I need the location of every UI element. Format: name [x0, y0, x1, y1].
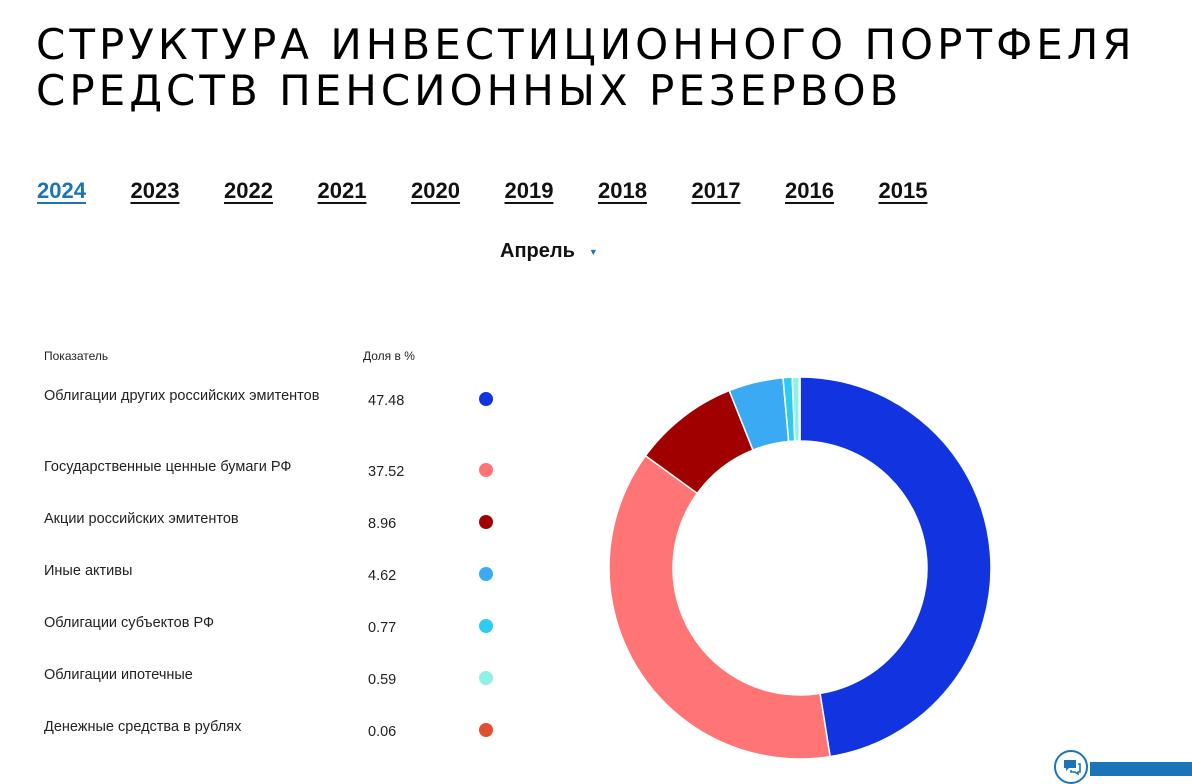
page-title-line1: СТРУКТУРА ИНВЕСТИЦИОННОГО ПОРТФЕЛЯ — [36, 20, 1136, 69]
donut-slice[interactable] — [799, 376, 992, 758]
row-value: 0.59 — [368, 672, 397, 688]
legend-dot — [479, 463, 493, 477]
month-select[interactable]: Апрель ▼ — [500, 240, 598, 263]
row-name: Облигации других российских эмитентов — [44, 388, 320, 404]
row-value: 8.96 — [368, 516, 397, 532]
page-title: СТРУКТУРА ИНВЕСТИЦИОННОГО ПОРТФЕЛЯ СРЕДС… — [36, 22, 1176, 114]
legend-dot — [479, 515, 493, 529]
chat-button[interactable] — [1054, 750, 1088, 784]
year-tab[interactable]: 2015 — [878, 178, 928, 203]
page-title-line2: СРЕДСТВ ПЕНСИОННЫХ РЕЗЕРВОВ — [36, 66, 903, 115]
chat-strip[interactable] — [1090, 762, 1192, 776]
table-header: Показатель Доля в % — [44, 349, 504, 379]
donut-slice[interactable] — [608, 454, 831, 760]
row-name: Денежные средства в рублях — [44, 719, 242, 735]
year-tab[interactable]: 2017 — [691, 178, 741, 203]
chat-icon — [1064, 760, 1081, 776]
legend-dot — [479, 671, 493, 685]
row-name: Облигации субъектов РФ — [44, 615, 214, 631]
year-tab[interactable]: 2021 — [317, 178, 367, 203]
donut-slice[interactable] — [798, 376, 801, 442]
legend-dot — [479, 567, 493, 581]
portfolio-donut-chart — [608, 376, 992, 760]
year-tab[interactable]: 2019 — [504, 178, 554, 203]
row-value: 0.06 — [368, 724, 397, 740]
row-name: Облигации ипотечные — [44, 667, 193, 683]
year-tab[interactable]: 2018 — [598, 178, 647, 203]
legend-dot — [479, 392, 493, 406]
legend-dot — [479, 619, 493, 633]
chevron-down-icon: ▼ — [588, 246, 598, 257]
row-name: Иные активы — [44, 563, 133, 579]
row-value: 37.52 — [368, 464, 405, 480]
year-tab[interactable]: 2022 — [224, 178, 273, 203]
year-tab[interactable]: 2020 — [411, 178, 460, 203]
row-value: 0.77 — [368, 620, 397, 636]
year-tab[interactable]: 2016 — [785, 178, 834, 203]
row-name: Государственные ценные бумаги РФ — [44, 459, 292, 475]
row-name: Акции российских эмитентов — [44, 511, 239, 527]
row-value: 4.62 — [368, 568, 397, 584]
column-header-share: Доля в % — [363, 349, 415, 363]
column-header-indicator: Показатель — [44, 349, 109, 363]
legend-dot — [479, 723, 493, 737]
year-tab[interactable]: 2023 — [130, 178, 180, 203]
month-select-value: Апрель — [500, 240, 575, 262]
year-tab[interactable]: 2024 — [37, 178, 86, 203]
portfolio-table: Показатель Доля в % Облигации других рос… — [44, 349, 504, 740]
year-tabs: 2024 2023 2022 2021 2020 2019 2018 2017 … — [37, 178, 972, 204]
row-value: 47.48 — [368, 393, 405, 409]
